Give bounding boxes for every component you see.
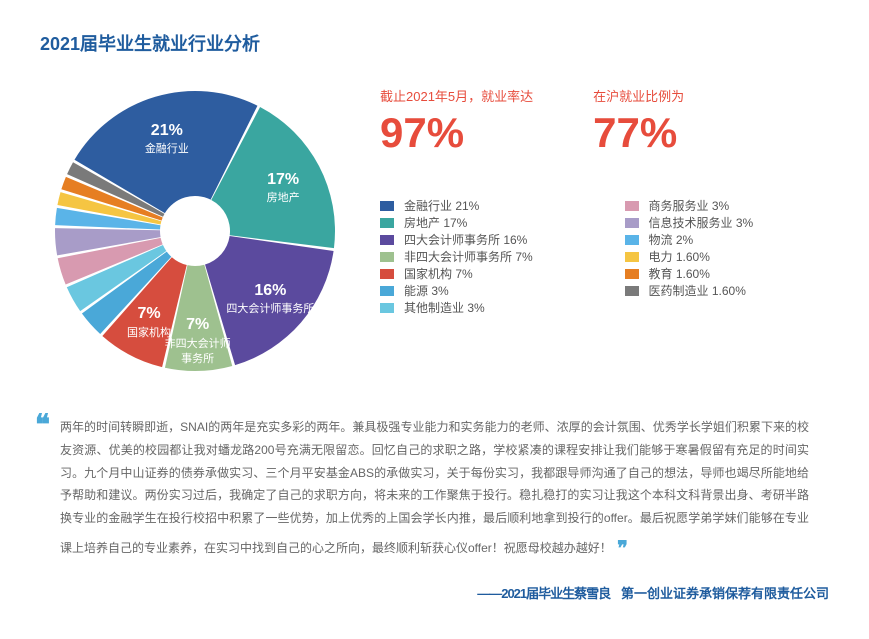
testimonial-quote: ❝ 两年的时间转瞬即逝，SNAI的两年是充实多彩的两年。兼具极强专业能力和实务能… <box>40 416 829 568</box>
stat-employment-rate: 截止2021年5月，就业率达 97% <box>380 86 533 157</box>
attribution: ——2021届毕业生蔡雪良 第一创业证券承销保荐有限责任公司 <box>40 583 829 602</box>
legend-swatch <box>380 235 394 245</box>
legend-text: 能源 3% <box>404 282 449 299</box>
legend-item: 物流 2% <box>625 231 830 248</box>
legend-swatch <box>380 269 394 279</box>
stat-shanghai-rate: 在沪就业比例为 77% <box>593 86 684 157</box>
legend-swatch <box>625 218 639 228</box>
attribution-name: ——2021届毕业生蔡雪良 <box>477 586 610 601</box>
stat-label: 在沪就业比例为 <box>593 86 684 105</box>
legend-text: 信息技术服务业 3% <box>649 214 754 231</box>
legend-text: 房地产 17% <box>404 214 467 231</box>
quote-body: 两年的时间转瞬即逝，SNAI的两年是充实多彩的两年。兼具极强专业能力和实务能力的… <box>60 420 809 555</box>
legend-item: 其他制造业 3% <box>380 299 585 316</box>
legend-item: 房地产 17% <box>380 214 585 231</box>
legend-item: 教育 1.60% <box>625 265 830 282</box>
legend-text: 非四大会计师事务所 7% <box>404 248 533 265</box>
slice-label: 7%国家机构 <box>99 303 199 341</box>
legend-item: 金融行业 21% <box>380 197 585 214</box>
legend-text: 物流 2% <box>649 231 694 248</box>
legend-swatch <box>380 218 394 228</box>
legend-text: 国家机构 7% <box>404 265 473 282</box>
stat-value: 97% <box>380 109 533 157</box>
page-title: 2021届毕业生就业行业分析 <box>40 30 829 56</box>
stat-value: 77% <box>593 109 684 157</box>
legend-swatch <box>380 201 394 211</box>
legend-swatch <box>380 303 394 313</box>
legend-item: 四大会计师事务所 16% <box>380 231 585 248</box>
legend-swatch <box>625 252 639 262</box>
legend-text: 教育 1.60% <box>649 265 710 282</box>
legend-swatch <box>625 201 639 211</box>
quote-close-icon: ❞ <box>617 538 628 560</box>
legend-text: 医药制造业 1.60% <box>649 282 746 299</box>
slice-label: 21%金融行业 <box>117 120 217 158</box>
quote-open-icon: ❝ <box>35 411 50 439</box>
legend-text: 商务服务业 3% <box>649 197 730 214</box>
legend-item: 能源 3% <box>380 282 585 299</box>
legend-item: 医药制造业 1.60% <box>625 282 830 299</box>
stats-row: 截止2021年5月，就业率达 97% 在沪就业比例为 77% <box>380 86 829 157</box>
legend-text: 金融行业 21% <box>404 197 479 214</box>
legend-swatch <box>380 286 394 296</box>
legend-item: 信息技术服务业 3% <box>625 214 830 231</box>
attribution-org: 第一创业证券承销保荐有限责任公司 <box>621 586 829 601</box>
legend-text: 四大会计师事务所 16% <box>404 231 527 248</box>
main-row: 21%金融行业17%房地产16%四大会计师事务所7%非四大会计师 事务所7%国家… <box>40 76 829 386</box>
legend-swatch <box>625 235 639 245</box>
legend-swatch <box>625 269 639 279</box>
legend: 金融行业 21%房地产 17%四大会计师事务所 16%非四大会计师事务所 7%国… <box>380 197 829 316</box>
legend-text: 其他制造业 3% <box>404 299 485 316</box>
legend-item: 非四大会计师事务所 7% <box>380 248 585 265</box>
legend-item: 电力 1.60% <box>625 248 830 265</box>
right-column: 截止2021年5月，就业率达 97% 在沪就业比例为 77% 金融行业 21%房… <box>380 76 829 386</box>
legend-item: 商务服务业 3% <box>625 197 830 214</box>
legend-swatch <box>380 252 394 262</box>
slice-label: 17%房地产 <box>233 169 333 207</box>
legend-swatch <box>625 286 639 296</box>
legend-text: 电力 1.60% <box>649 248 710 265</box>
pie-chart: 21%金融行业17%房地产16%四大会计师事务所7%非四大会计师 事务所7%国家… <box>40 76 350 386</box>
slice-label: 16%四大会计师事务所 <box>220 280 320 318</box>
quote-text: 两年的时间转瞬即逝，SNAI的两年是充实多彩的两年。兼具极强专业能力和实务能力的… <box>60 416 809 568</box>
stat-label: 截止2021年5月，就业率达 <box>380 86 533 105</box>
legend-item: 国家机构 7% <box>380 265 585 282</box>
